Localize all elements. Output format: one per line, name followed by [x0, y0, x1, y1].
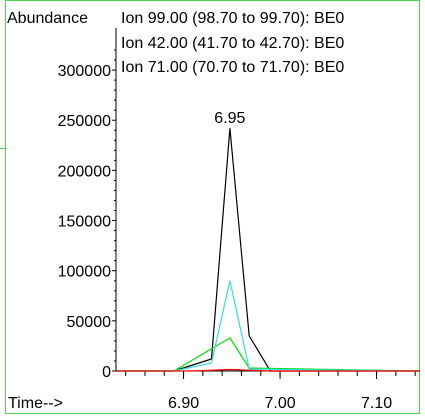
y-tick-label: 200000 — [58, 163, 111, 180]
x-tick-label: 7.00 — [264, 395, 295, 412]
y-tick-label: 300000 — [58, 63, 111, 80]
chart-frame — [5, 0, 420, 414]
y-tick-label: 250000 — [58, 113, 111, 130]
series-line-2 — [116, 280, 421, 372]
series-line-3 — [116, 368, 420, 372]
peak-annotation: 6.95 — [214, 110, 245, 127]
y-tick-label: 150000 — [58, 214, 111, 231]
frame-divider — [0, 148, 6, 149]
x-tick-label: 6.90 — [168, 395, 199, 412]
x-axis-label: Time--> — [8, 395, 63, 412]
legend-entry: Ion 42.00 (41.70 to 42.70): BE0 — [121, 35, 344, 52]
y-tick-label: 50000 — [67, 314, 112, 331]
legend-entry: Ion 99.00 (98.70 to 99.70): BE0 — [121, 10, 344, 27]
x-tick-label: 7.10 — [361, 395, 392, 412]
y-tick-label: 100000 — [58, 264, 111, 281]
series-line-0 — [116, 128, 420, 372]
legend-entry: Ion 71.00 (70.70 to 71.70): BE0 — [121, 59, 344, 76]
y-axis-label: Abundance — [7, 10, 88, 27]
y-tick-label: 0 — [102, 364, 111, 381]
